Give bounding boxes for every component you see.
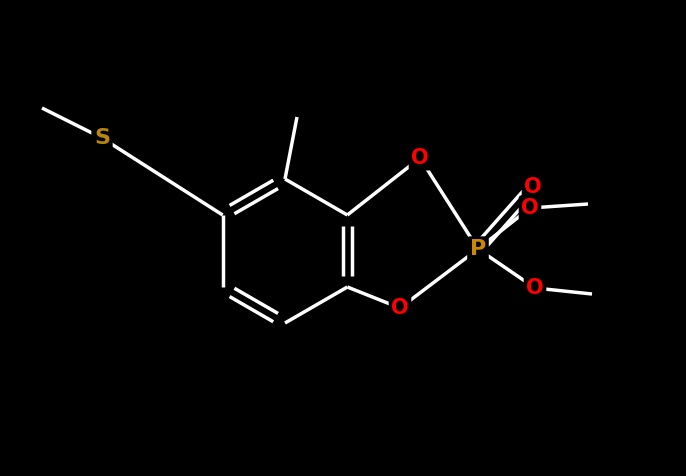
Text: S: S	[94, 128, 110, 148]
Text: O: O	[524, 177, 542, 197]
Text: O: O	[391, 298, 409, 318]
Text: O: O	[521, 198, 539, 218]
Text: O: O	[526, 278, 544, 298]
Text: P: P	[470, 239, 486, 259]
Text: O: O	[411, 148, 429, 168]
